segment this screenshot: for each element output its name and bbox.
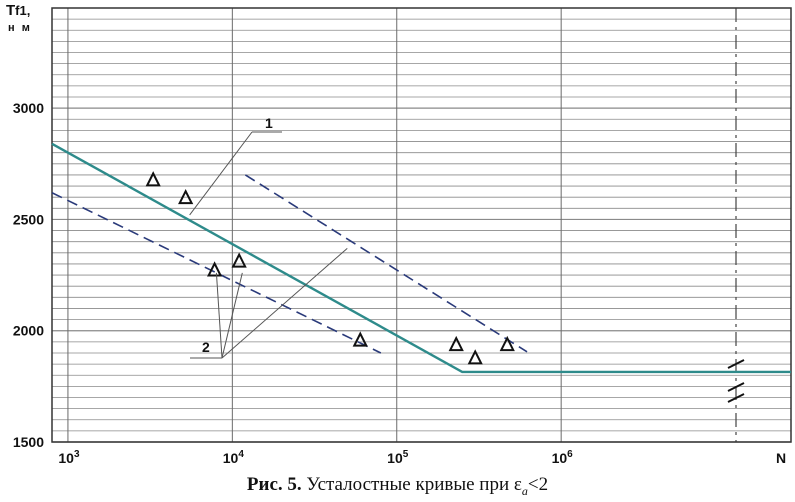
x-tick-label: 103 (58, 449, 80, 466)
x-tick-label: 106 (552, 449, 574, 466)
y-tick-label: 2000 (13, 323, 44, 339)
plot-frame (51, 7, 792, 443)
y-tick-label: 3000 (13, 100, 44, 116)
y-axis-label: Tf1, (6, 2, 31, 19)
data-marker-triangle (352, 331, 368, 347)
label-1-leader (189, 131, 253, 216)
data-marker-triangle (448, 335, 464, 352)
label-2-leader (221, 247, 348, 359)
x-tick-label: 105 (387, 449, 409, 466)
data-marker-triangle (467, 349, 483, 365)
curve-label-2: 2 (202, 339, 210, 355)
data-marker-triangle (145, 171, 161, 187)
data-marker-triangle (178, 188, 194, 205)
y-tick-label: 2500 (13, 211, 44, 227)
series-line-solid (51, 142, 791, 374)
caption-text: Усталостные кривые при ε (306, 474, 522, 495)
label-2-leader (221, 272, 243, 359)
label-2-leader (215, 272, 223, 359)
break-mark (727, 359, 745, 369)
caption-prefix: Рис. 5. (246, 474, 302, 495)
break-mark (727, 382, 745, 392)
data-marker-triangle (206, 261, 223, 277)
y-axis-unit: н м (8, 22, 32, 34)
caption-sub: a (521, 483, 528, 498)
series-line-dashed (51, 192, 382, 354)
data-marker-triangle (231, 252, 247, 268)
fatigue-chart: 1500 2000 2500 3000 103 104 105 106 N 1 2 (13, 7, 792, 466)
break-mark (727, 393, 745, 403)
caption-suffix: <2 (527, 474, 549, 495)
series-line-dashed (244, 174, 528, 353)
x-tick-label: 104 (223, 449, 245, 466)
curve-label-1: 1 (265, 115, 273, 131)
figure-caption: Рис. 5. Усталостные кривые при εa<2 (0, 474, 795, 499)
x-axis-label: N (776, 450, 786, 466)
y-tick-label: 1500 (13, 434, 44, 450)
data-marker-triangle (499, 335, 515, 352)
